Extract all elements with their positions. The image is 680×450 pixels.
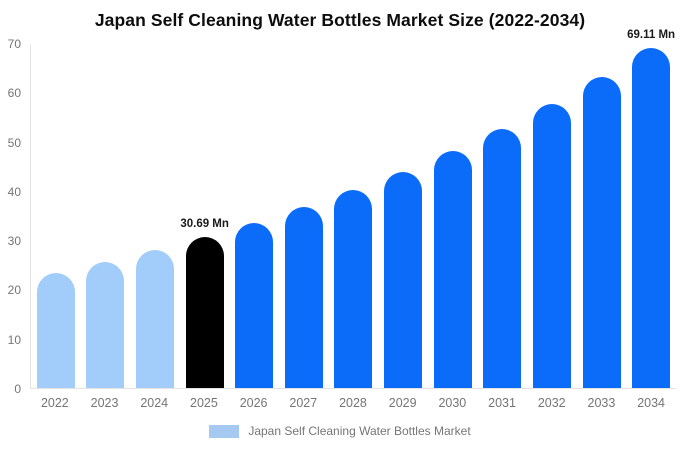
bar-slot-2028 [329, 44, 379, 388]
x-tick-label: 2023 [90, 396, 119, 410]
x-tick-label: 2022 [40, 396, 69, 410]
bar-2027 [284, 207, 323, 388]
x-tick-label: 2030 [438, 396, 467, 410]
bar-slot-2032 [527, 44, 577, 388]
bar-2022 [36, 273, 75, 388]
y-tick-label: 0 [14, 382, 21, 396]
y-tick-label: 10 [7, 332, 21, 347]
x-tick-label: 2025 [190, 396, 218, 410]
y-tick-label: 70 [7, 37, 21, 51]
legend-swatch [209, 424, 240, 438]
y-tick-label: 60 [7, 86, 21, 101]
bar-2025 [185, 237, 224, 388]
legend-label: Japan Self Cleaning Water Bottles Market [248, 424, 471, 438]
bar-slot-2034: 69.11 Mn [626, 29, 676, 388]
bar-slot-2022 [31, 44, 81, 388]
x-tick-label: 2033 [587, 396, 616, 410]
x-tick-label: 2024 [140, 396, 169, 410]
bar-value-label: 30.69 Mn [180, 217, 229, 230]
y-tick-label: 30 [7, 234, 21, 249]
bar-2023 [86, 262, 125, 388]
bar-2031 [483, 129, 522, 388]
x-tick-label: 2026 [239, 396, 268, 410]
x-tick-label: 2032 [537, 396, 566, 410]
bar-slot-2030 [428, 44, 478, 388]
bar-slot-2024 [130, 44, 180, 388]
bar-slot-2029 [378, 44, 428, 388]
bar-2024 [136, 250, 175, 388]
bar-value-label: 69.11 Mn [627, 28, 676, 41]
bar-2028 [334, 190, 373, 388]
y-tick-label: 20 [7, 283, 21, 298]
bar-slot-2033 [577, 44, 627, 388]
bar-slot-2025: 30.69 Mn [180, 44, 230, 388]
bar-2033 [582, 77, 621, 388]
bar-slot-2027 [279, 44, 329, 388]
bar-slot-2026 [229, 44, 279, 388]
y-tick-label: 40 [7, 184, 21, 199]
x-tick-label: 2034 [637, 396, 665, 410]
x-tick-label: 2028 [339, 396, 367, 410]
bar-slot-2031 [477, 44, 527, 388]
y-axis-ticks: 0 10 20 30 40 50 60 70 [0, 38, 26, 395]
bar-slot-2023 [81, 44, 131, 388]
bar-2034 [632, 48, 671, 388]
x-axis-labels: 2022 2023 2024 2025 2026 2027 2028 2029 2030 2031… [30, 396, 676, 410]
y-tick-label: 50 [7, 135, 21, 150]
plot-area: 30.69 Mn 69.11 Mn [30, 29, 676, 389]
bar-2026 [235, 222, 274, 388]
x-tick-label: 2031 [488, 396, 516, 410]
bar-2029 [384, 171, 423, 388]
bar-2030 [433, 151, 472, 388]
bar-2032 [532, 104, 571, 388]
chart-title: Japan Self Cleaning Water Bottles Market… [94, 10, 586, 30]
x-tick-label: 2029 [388, 396, 417, 410]
x-tick-label: 2027 [289, 396, 318, 410]
bars-container: 30.69 Mn 69.11 Mn [31, 29, 676, 388]
legend: Japan Self Cleaning Water Bottles Market [0, 424, 680, 438]
